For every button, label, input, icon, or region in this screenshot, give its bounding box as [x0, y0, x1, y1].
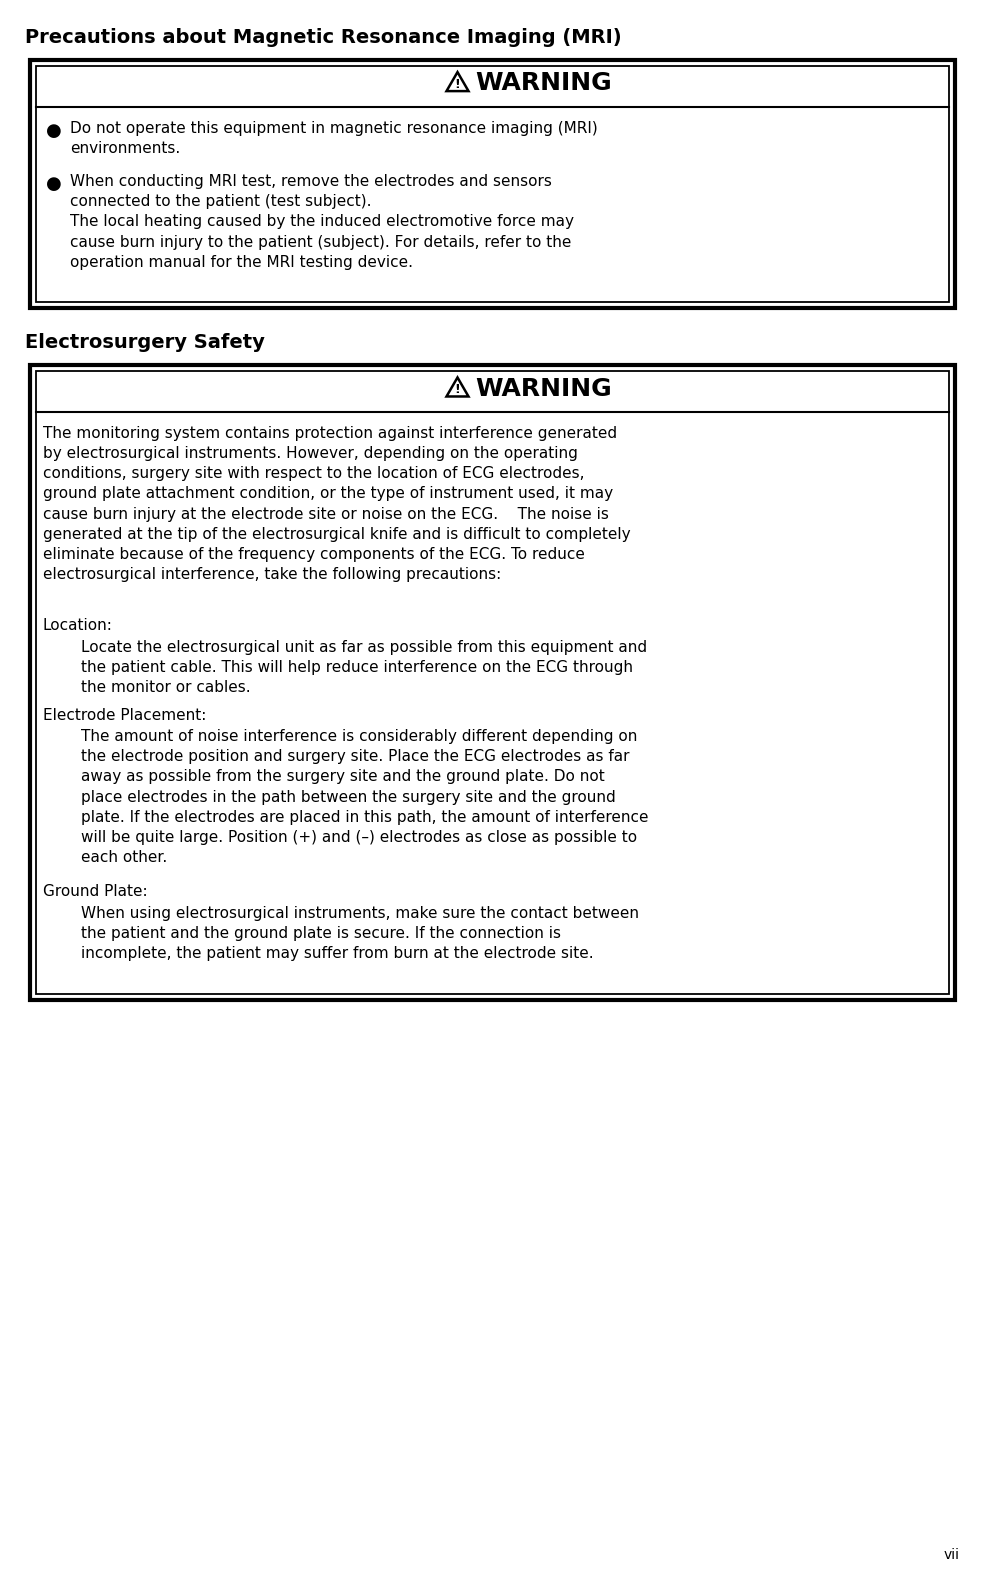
Text: Location:: Location: [43, 618, 113, 634]
Text: The amount of noise interference is considerably different depending on
the elec: The amount of noise interference is cons… [81, 729, 648, 865]
Text: Locate the electrosurgical unit as far as possible from this equipment and
the p: Locate the electrosurgical unit as far a… [81, 640, 647, 695]
Text: ●: ● [46, 122, 62, 139]
Text: When using electrosurgical instruments, make sure the contact between
the patien: When using electrosurgical instruments, … [81, 906, 639, 961]
Text: When conducting MRI test, remove the electrodes and sensors
connected to the pat: When conducting MRI test, remove the ele… [70, 174, 574, 269]
Text: The monitoring system contains protection against interference generated
by elec: The monitoring system contains protectio… [43, 426, 630, 581]
Text: vii: vii [944, 1548, 960, 1562]
Text: Precautions about Magnetic Resonance Imaging (MRI): Precautions about Magnetic Resonance Ima… [25, 29, 622, 48]
Text: !: ! [455, 383, 460, 396]
Bar [30, 366, 955, 1000]
Text: !: ! [455, 78, 460, 90]
Text: Do not operate this equipment in magnetic resonance imaging (MRI)
environments.: Do not operate this equipment in magneti… [70, 120, 598, 157]
Text: WARNING: WARNING [476, 71, 613, 95]
Text: Ground Plate:: Ground Plate: [43, 884, 148, 900]
Text: Electrosurgery Safety: Electrosurgery Safety [25, 333, 265, 352]
Bar [30, 60, 955, 309]
Text: ●: ● [46, 176, 62, 193]
Text: WARNING: WARNING [476, 377, 613, 401]
Text: Electrode Placement:: Electrode Placement: [43, 708, 207, 722]
Bar [36, 67, 949, 303]
Bar [36, 371, 949, 995]
